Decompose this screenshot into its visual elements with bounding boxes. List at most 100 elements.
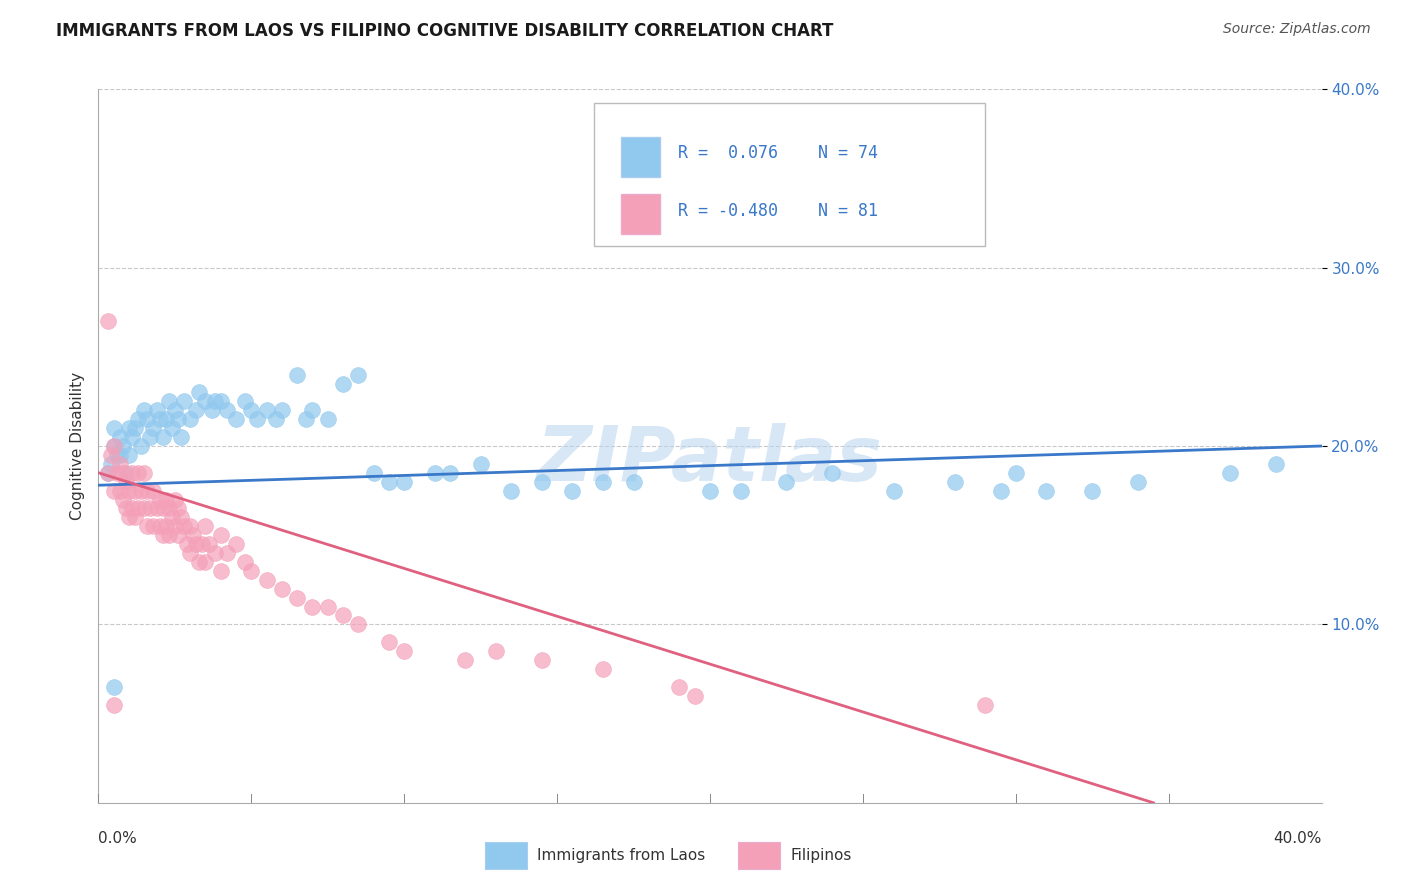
Point [167, 412, 190, 426]
Point [121, 501, 143, 516]
Point [173, 394, 195, 409]
FancyBboxPatch shape [593, 103, 986, 246]
Point [225, 537, 247, 551]
Point [134, 501, 156, 516]
Point [129, 439, 152, 453]
Point [124, 510, 146, 524]
Point [240, 403, 263, 417]
Point [246, 412, 269, 426]
Point [103, 421, 125, 435]
Point [301, 403, 323, 417]
Point [129, 483, 152, 498]
Point [108, 448, 131, 462]
Point [108, 457, 131, 471]
Point [179, 412, 201, 426]
Point [347, 368, 370, 382]
Point [136, 412, 159, 426]
Point [332, 608, 354, 623]
Text: Filipinos: Filipinos [790, 848, 852, 863]
Point [118, 448, 141, 462]
Point [683, 689, 706, 703]
FancyBboxPatch shape [620, 137, 659, 177]
Point [181, 528, 204, 542]
Point [233, 394, 256, 409]
Point [118, 483, 141, 498]
Point [285, 591, 308, 605]
Point [127, 466, 149, 480]
Point [149, 412, 172, 426]
Point [256, 403, 278, 417]
Point [530, 653, 553, 667]
Point [179, 519, 201, 533]
Point [176, 537, 198, 551]
Point [347, 617, 370, 632]
Point [173, 519, 195, 533]
Point [152, 501, 174, 516]
Point [974, 698, 997, 712]
Point [821, 466, 844, 480]
Point [103, 680, 125, 694]
Point [316, 412, 339, 426]
Point [530, 475, 553, 489]
Text: 0.0%: 0.0% [98, 831, 138, 847]
Point [943, 475, 966, 489]
Point [270, 582, 292, 596]
Point [139, 430, 162, 444]
Text: Source: ZipAtlas.com: Source: ZipAtlas.com [1223, 22, 1371, 37]
Point [1035, 483, 1057, 498]
Point [124, 483, 146, 498]
Point [592, 662, 614, 676]
Point [152, 528, 174, 542]
Point [160, 421, 183, 435]
Point [240, 564, 263, 578]
Point [149, 492, 172, 507]
Point [301, 599, 323, 614]
Point [142, 483, 165, 498]
Point [264, 412, 287, 426]
Point [179, 546, 201, 560]
Point [145, 501, 167, 516]
Point [115, 466, 138, 480]
Point [194, 555, 217, 569]
Point [197, 537, 219, 551]
Point [115, 475, 138, 489]
Point [209, 394, 232, 409]
Point [157, 501, 180, 516]
Point [105, 466, 128, 480]
Point [97, 466, 120, 480]
Point [115, 501, 138, 516]
Point [142, 519, 165, 533]
Point [152, 430, 174, 444]
Point [108, 483, 131, 498]
Point [332, 376, 354, 391]
Point [990, 483, 1012, 498]
Point [103, 483, 125, 498]
Point [97, 466, 120, 480]
Point [200, 403, 222, 417]
Point [209, 528, 232, 542]
Point [118, 510, 141, 524]
Point [186, 403, 208, 417]
Point [209, 564, 232, 578]
FancyBboxPatch shape [620, 194, 659, 234]
Point [155, 492, 177, 507]
Point [270, 403, 292, 417]
Point [108, 430, 131, 444]
Point [194, 394, 217, 409]
Point [256, 573, 278, 587]
Point [485, 644, 508, 658]
Point [191, 537, 214, 551]
Point [423, 466, 446, 480]
Point [285, 368, 308, 382]
Point [699, 483, 721, 498]
Point [134, 403, 156, 417]
Point [149, 519, 172, 533]
Point [111, 492, 134, 507]
Point [316, 599, 339, 614]
Point [1128, 475, 1150, 489]
Point [188, 555, 211, 569]
Point [775, 475, 797, 489]
Point [561, 483, 583, 498]
Point [111, 466, 134, 480]
Point [204, 394, 226, 409]
